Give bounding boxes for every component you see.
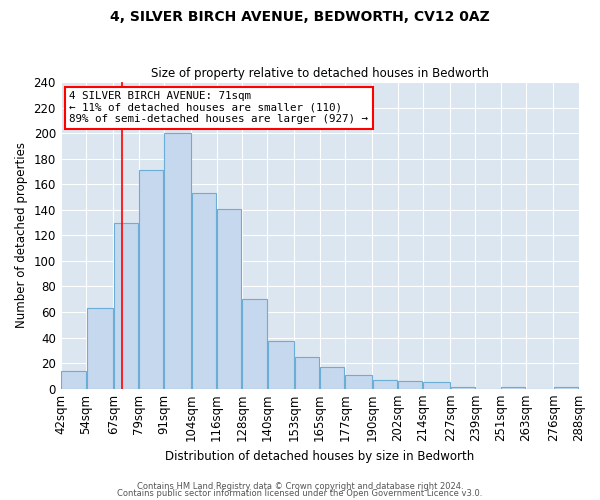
Bar (164, 133, 191, 388)
Bar (295, 356, 319, 388)
Bar (114, 222, 138, 388)
Text: Contains HM Land Registry data © Crown copyright and database right 2024.: Contains HM Land Registry data © Crown c… (137, 482, 463, 491)
Bar (346, 374, 372, 388)
X-axis label: Distribution of detached houses by size in Bedworth: Distribution of detached houses by size … (165, 450, 474, 462)
Title: Size of property relative to detached houses in Bedworth: Size of property relative to detached ho… (151, 66, 488, 80)
Bar (423, 382, 449, 388)
Text: Contains public sector information licensed under the Open Government Licence v3: Contains public sector information licen… (118, 489, 482, 498)
Bar (192, 193, 216, 388)
Y-axis label: Number of detached properties: Number of detached properties (15, 142, 28, 328)
Bar (139, 170, 163, 388)
Bar (217, 208, 241, 388)
Bar (320, 367, 344, 388)
Text: 4, SILVER BIRCH AVENUE, BEDWORTH, CV12 0AZ: 4, SILVER BIRCH AVENUE, BEDWORTH, CV12 0… (110, 10, 490, 24)
Bar (61, 371, 86, 388)
Bar (398, 381, 422, 388)
Text: 4 SILVER BIRCH AVENUE: 71sqm
← 11% of detached houses are smaller (110)
89% of s: 4 SILVER BIRCH AVENUE: 71sqm ← 11% of de… (69, 91, 368, 124)
Bar (242, 299, 266, 388)
Bar (86, 308, 113, 388)
Bar (268, 342, 294, 388)
Bar (373, 380, 397, 388)
